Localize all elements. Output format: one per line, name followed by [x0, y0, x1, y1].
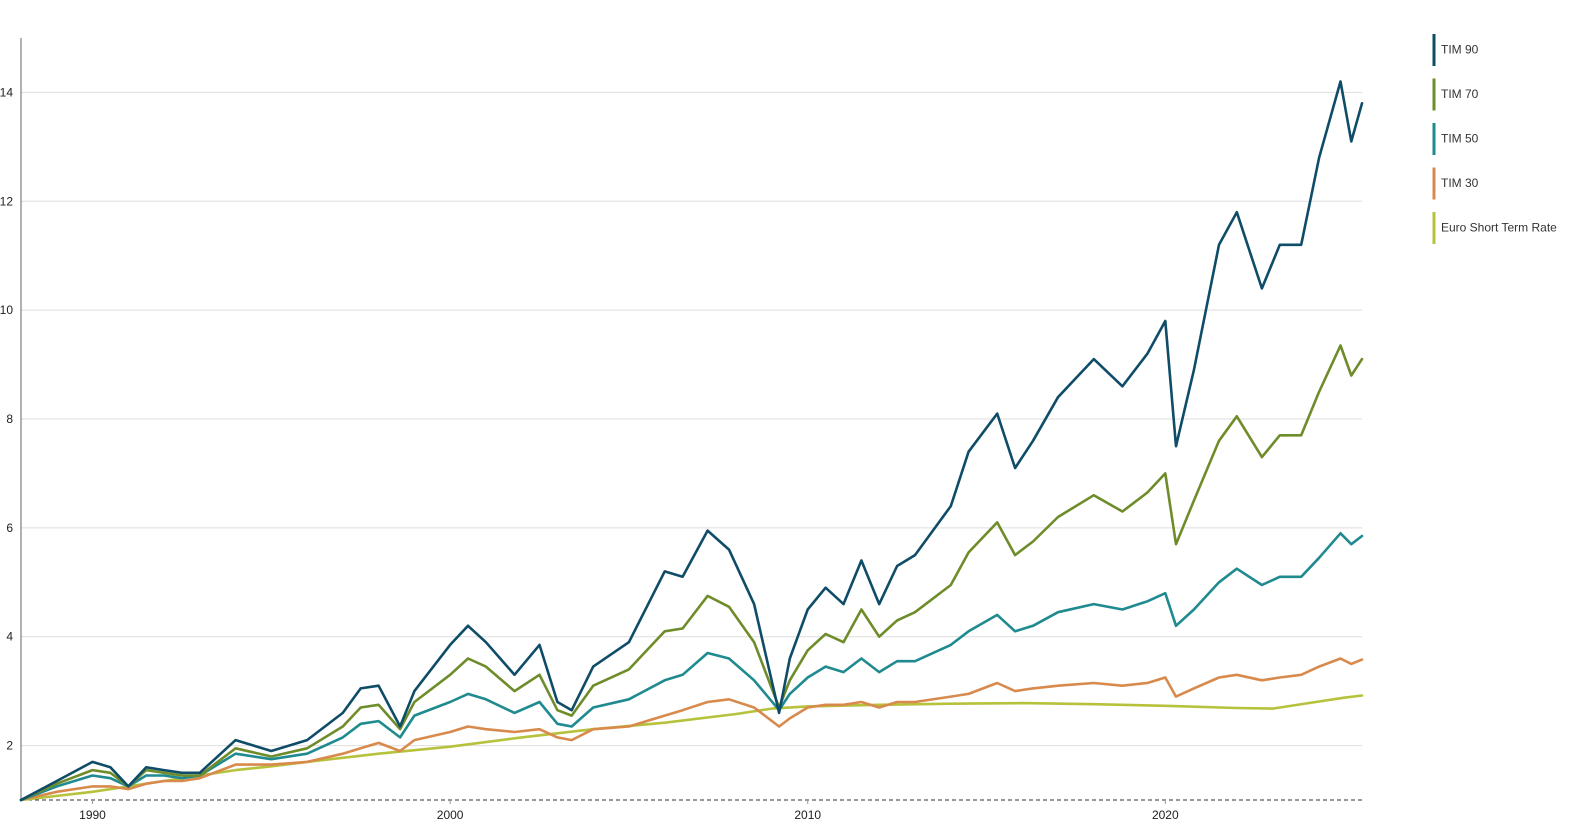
legend-swatch	[1432, 212, 1436, 244]
legend-item-tim-50[interactable]: TIM 50	[1432, 123, 1479, 155]
legend-swatch	[1432, 78, 1436, 111]
y-tick-label: 6	[6, 521, 13, 535]
legend-swatch	[1432, 34, 1436, 66]
axes	[20, 38, 1362, 801]
series-line-tim-30	[19, 657, 1364, 802]
series-line-tim-50	[19, 532, 1364, 802]
legend-item-tim-70[interactable]: TIM 70	[1432, 78, 1479, 111]
gridlines	[21, 91, 1362, 747]
y-axis-tick-labels: 2 4 6 8 10 12 14	[0, 85, 13, 752]
y-tick-label: 10	[0, 303, 13, 317]
legend-swatch	[1432, 167, 1436, 200]
x-tick-label: 1990	[79, 808, 106, 822]
series-line-euro-short-term-rate	[19, 694, 1364, 802]
x-axis-tick-labels: 1990 2000 2010 2020	[79, 800, 1179, 822]
y-tick-label: 14	[0, 85, 13, 99]
y-tick-label: 12	[0, 194, 13, 208]
legend-label: TIM 90	[1441, 43, 1479, 57]
legend-label: TIM 70	[1441, 87, 1479, 101]
x-tick-label: 2020	[1152, 808, 1179, 822]
y-tick-label: 8	[6, 412, 13, 426]
series-line-tim-90	[19, 80, 1364, 802]
legend-swatch	[1432, 123, 1436, 155]
legend-label: TIM 30	[1441, 176, 1479, 190]
y-tick-label: 4	[6, 630, 13, 644]
series-line-tim-70	[19, 344, 1364, 802]
x-tick-label: 2000	[437, 808, 464, 822]
legend-item-euro-short-term-rate[interactable]: Euro Short Term Rate	[1432, 212, 1558, 244]
legend-item-tim-30[interactable]: TIM 30	[1432, 167, 1479, 200]
legend-label: TIM 50	[1441, 132, 1479, 146]
legend-label: Euro Short Term Rate	[1441, 221, 1557, 235]
x-tick-label: 2010	[794, 808, 821, 822]
legend[interactable]: TIM 90 TIM 70 TIM 50 TIM 30 Euro Short Term …	[1432, 34, 1558, 244]
legend-item-tim-90[interactable]: TIM 90	[1432, 34, 1479, 66]
y-tick-label: 2	[6, 739, 13, 753]
series-lines	[19, 80, 1364, 802]
